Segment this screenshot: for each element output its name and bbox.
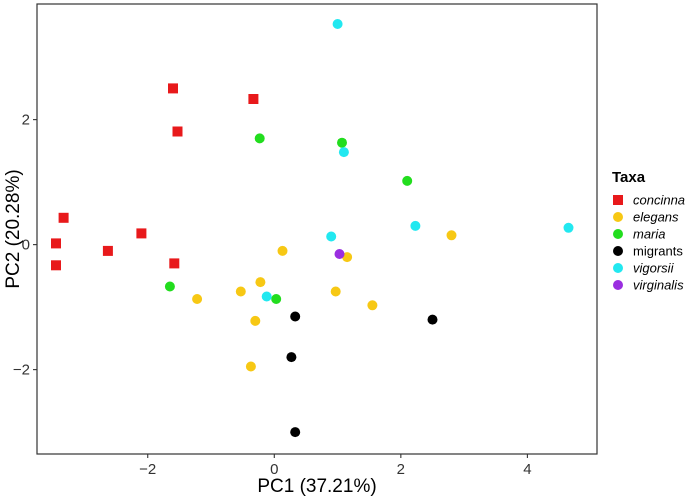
legend-key-vigorsii bbox=[613, 263, 623, 273]
point-elegans-8 bbox=[367, 300, 378, 311]
legend-key-concinna bbox=[613, 195, 623, 205]
point-maria-2 bbox=[337, 137, 347, 148]
point-migrants-2 bbox=[427, 314, 438, 325]
point-elegans-2 bbox=[446, 230, 457, 241]
point-elegans-4 bbox=[255, 277, 266, 288]
legend-key-virginalis bbox=[613, 280, 623, 290]
legend-key-elegans bbox=[613, 212, 623, 222]
points-layer bbox=[51, 19, 574, 438]
point-concinna-6 bbox=[51, 238, 61, 249]
x-tick-label: 0 bbox=[270, 461, 278, 478]
legend-label-concinna: concinna bbox=[633, 193, 685, 208]
point-concinna-4 bbox=[58, 212, 69, 223]
point-concinna-1 bbox=[168, 83, 178, 94]
plot-panel-border bbox=[36, 3, 598, 455]
point-vigorsii-3 bbox=[410, 220, 421, 231]
point-vigorsii-2 bbox=[338, 147, 349, 158]
axis-layer: −2 0 2 4 −2 0 2 bbox=[13, 112, 532, 478]
legend-label-elegans: elegans bbox=[633, 210, 679, 225]
legend-key-maria bbox=[613, 229, 623, 239]
legend-title: Taxa bbox=[612, 169, 646, 186]
y-tick-label: 0 bbox=[22, 237, 30, 254]
point-concinna-5 bbox=[136, 228, 147, 239]
point-migrants-1 bbox=[290, 311, 301, 322]
point-vigorsii-4 bbox=[563, 222, 574, 233]
point-elegans-5 bbox=[235, 286, 246, 297]
legend-label-maria: maria bbox=[633, 227, 666, 242]
point-elegans-9 bbox=[250, 315, 261, 326]
x-tick-label: 2 bbox=[397, 461, 405, 478]
point-concinna-3 bbox=[172, 126, 183, 137]
point-elegans-3 bbox=[342, 252, 353, 263]
point-vigorsii-6 bbox=[261, 291, 272, 302]
x-tick-label: −2 bbox=[139, 461, 156, 478]
point-concinna-8 bbox=[51, 260, 61, 271]
point-maria-5 bbox=[271, 294, 282, 304]
point-elegans-7 bbox=[330, 286, 341, 297]
point-maria-4 bbox=[164, 281, 175, 292]
point-concinna-7 bbox=[102, 245, 113, 256]
point-elegans-1 bbox=[277, 245, 288, 256]
x-tick-label: 4 bbox=[523, 461, 531, 478]
y-axis-title: PC2 (20.28%) bbox=[3, 169, 24, 288]
y-tick-label: −2 bbox=[13, 362, 30, 379]
point-virginalis-1 bbox=[334, 249, 345, 259]
legend-label-virginalis: virginalis bbox=[633, 278, 684, 293]
x-axis-title: PC1 (37.21%) bbox=[257, 476, 376, 497]
legend-label-migrants: migrants bbox=[633, 244, 683, 259]
point-migrants-4 bbox=[290, 427, 301, 438]
point-elegans-10 bbox=[245, 361, 256, 372]
point-elegans-6 bbox=[192, 294, 203, 304]
point-concinna-2 bbox=[248, 94, 259, 104]
legend-key-migrants bbox=[613, 246, 623, 256]
point-migrants-3 bbox=[286, 352, 297, 363]
point-maria-3 bbox=[402, 175, 413, 186]
legend: Taxa concinna elegans maria migrants vigorsi… bbox=[612, 169, 685, 293]
point-maria-1 bbox=[254, 133, 265, 144]
point-vigorsii-1 bbox=[332, 19, 343, 29]
legend-label-vigorsii: vigorsii bbox=[633, 261, 675, 276]
point-vigorsii-5 bbox=[326, 231, 337, 242]
point-concinna-9 bbox=[169, 258, 180, 269]
y-tick-label: 2 bbox=[22, 112, 30, 129]
